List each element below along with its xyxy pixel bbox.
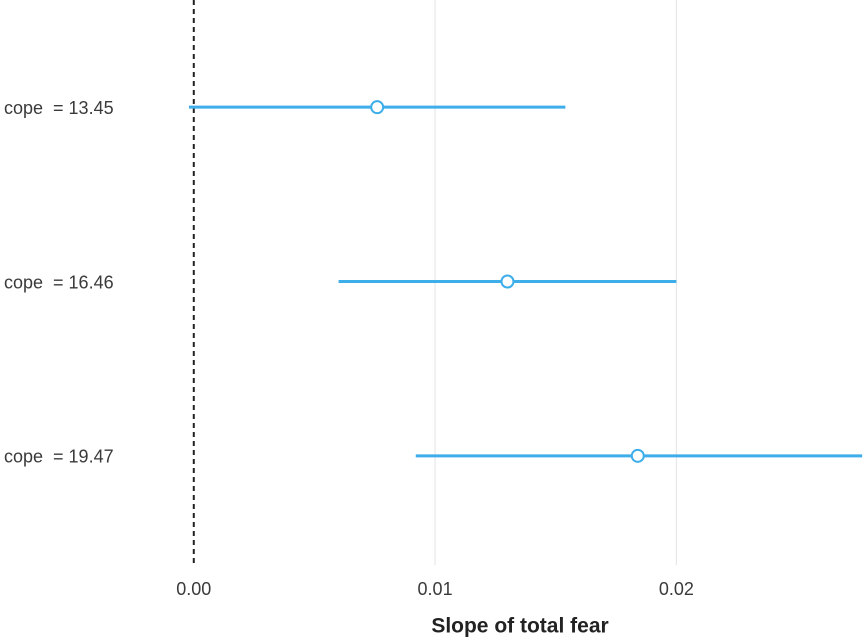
x-tick-label: 0.02 [659,579,694,599]
x-tick-label: 0.00 [176,579,211,599]
point [370,100,385,115]
x-axis-label: Slope of total fear [431,615,608,638]
y-tick-label: cope = 13.45 [4,98,114,118]
y-tick-label: cope = 16.46 [4,272,114,292]
x-tick-label: 0.01 [418,579,453,599]
y-tick-label: cope = 19.47 [4,447,114,467]
point [630,448,645,463]
point [500,274,515,289]
